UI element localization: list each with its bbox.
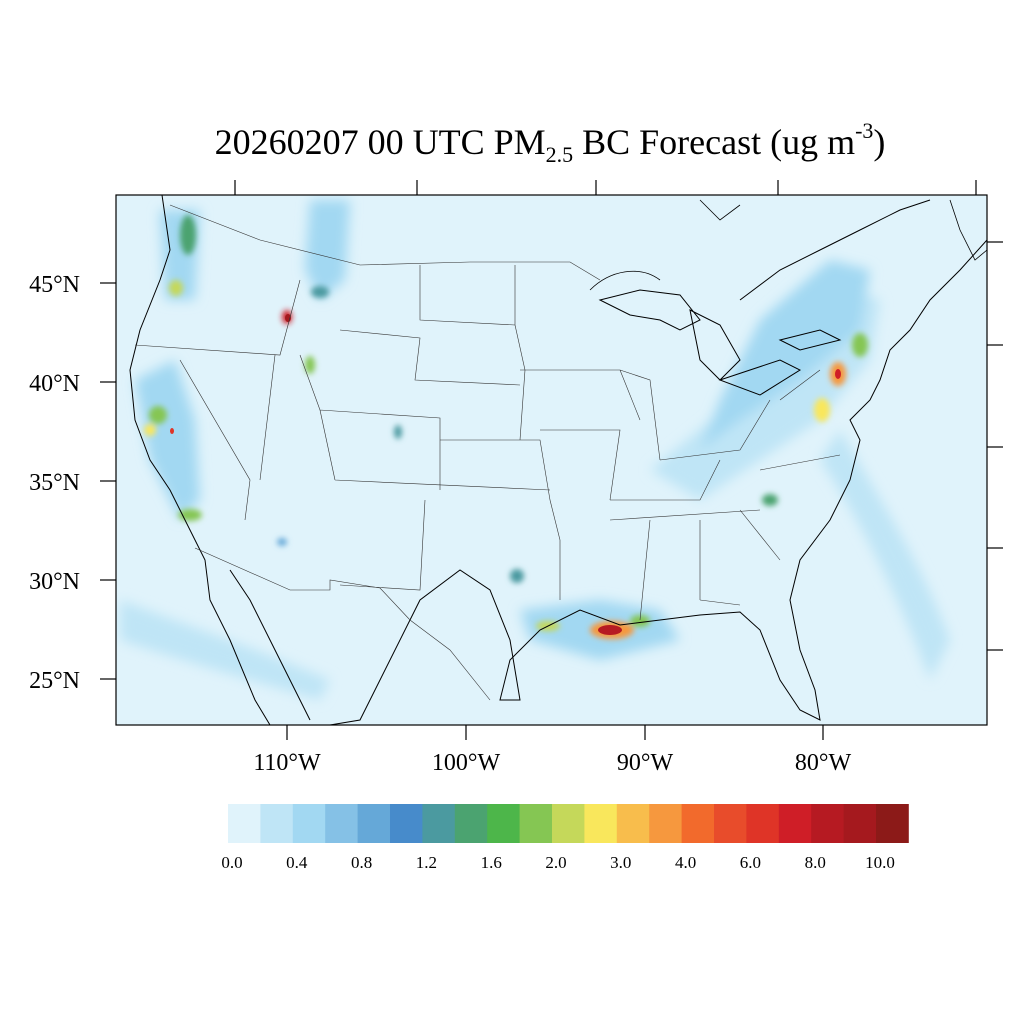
- lat-label-45: 45°N: [29, 272, 80, 298]
- colorbar-label: 3.0: [610, 853, 631, 872]
- colorbar-swatch-5: [390, 804, 423, 843]
- colorbar-label: 0.4: [286, 853, 308, 872]
- longitude-labels: 110°W 100°W 90°W 80°W: [253, 750, 851, 776]
- map-panel: 45°N 40°N 35°N 30°N 25°N 110°W 100°W 90°…: [29, 180, 1003, 776]
- us-canada-border: [169, 204, 601, 281]
- hotspot-new-orleans: [630, 615, 650, 627]
- northeast-plume: [700, 260, 870, 450]
- title-superscript: -3: [855, 118, 874, 143]
- colorbar-swatch-9: [519, 804, 553, 843]
- pacific-coastline: [129, 195, 271, 725]
- hotspot-dallas: [510, 569, 524, 583]
- colorbar-label: 6.0: [740, 853, 761, 872]
- colorbar-swatch-7: [454, 804, 488, 843]
- lat-label-40: 40°N: [29, 371, 80, 397]
- colorbar-swatch-8: [487, 804, 520, 843]
- hotspot-bay-area: [144, 424, 156, 436]
- hotspot-sacramento: [149, 406, 167, 424]
- atlantic-plume: [820, 430, 950, 680]
- colorbar-swatch-15: [714, 804, 747, 843]
- colorbar-swatch-0: [228, 804, 261, 843]
- hotspot-seattle: [180, 215, 196, 255]
- latitude-labels: 45°N 40°N 35°N 30°N 25°N: [29, 272, 80, 694]
- west-coast-plume: [135, 360, 200, 520]
- concentration-field: [120, 195, 987, 725]
- colorbar-label: 0.0: [221, 853, 242, 872]
- colorbar-swatch-10: [552, 804, 585, 843]
- colorbar-swatch-11: [584, 804, 618, 843]
- colorbar-swatch-2: [292, 804, 326, 843]
- colorbar-swatch-19: [843, 804, 877, 843]
- map-title: 20260207 00 UTC PM2.5 BC Forecast (ug m-…: [0, 118, 1024, 168]
- colorbar: 0.0 0.4 0.8 1.2 1.6 2.0 3.0 4.0 6.0 8.0 10.0: [221, 804, 909, 872]
- hotspot-boston: [852, 333, 868, 357]
- colorbar-label: 8.0: [805, 853, 826, 872]
- lon-label-100: 100°W: [432, 750, 501, 776]
- axis-ticks: [100, 180, 1003, 740]
- colorbar-swatch-1: [260, 804, 294, 843]
- lat-label-25: 25°N: [29, 668, 80, 694]
- great-lakes-outline: [598, 289, 842, 396]
- colorbar-label: 0.8: [351, 853, 372, 872]
- lat-label-35: 35°N: [29, 470, 80, 496]
- hotspot-billings: [311, 286, 329, 298]
- colorbar-swatch-17: [778, 804, 812, 843]
- lon-label-80: 80°W: [795, 750, 852, 776]
- colorbar-label: 1.2: [416, 853, 437, 872]
- colorbar-swatch-20: [876, 804, 909, 843]
- smooth-plumes: [120, 200, 950, 700]
- lon-label-90: 90°W: [617, 750, 674, 776]
- title-mid: BC Forecast (ug m: [573, 122, 856, 162]
- colorbar-label: 4.0: [675, 853, 696, 872]
- hotspot-portland: [169, 280, 183, 296]
- peak-bay-area: [170, 428, 174, 434]
- gulf-coastline: [329, 239, 987, 725]
- map-frame: [115, 194, 988, 726]
- colorbar-label: 1.6: [481, 853, 502, 872]
- colorbar-swatch-12: [616, 804, 650, 843]
- colorbar-swatch-3: [325, 804, 358, 843]
- colorbar-label: 2.0: [545, 853, 566, 872]
- hotspot-salt-lake: [305, 356, 315, 374]
- colorbar-swatch-4: [357, 804, 391, 843]
- lon-label-110: 110°W: [253, 750, 321, 776]
- title-main: 20260207 00 UTC PM: [214, 122, 546, 162]
- title-subscript: 2.5: [545, 142, 574, 167]
- gulf-plume: [120, 600, 330, 700]
- state-grid: [134, 265, 841, 621]
- montana-plume: [305, 200, 350, 300]
- peak-louisiana: [598, 625, 622, 635]
- colorbar-swatch-16: [746, 804, 780, 843]
- lat-label-30: 30°N: [29, 569, 80, 595]
- canada-border-east: [739, 199, 931, 301]
- hotspot-atlanta: [762, 494, 778, 506]
- us-mexico-border: [194, 547, 491, 701]
- colorbar-swatch-13: [649, 804, 682, 843]
- hotspot-philadelphia: [814, 398, 830, 422]
- hotspot-denver: [394, 425, 402, 439]
- state-borders: [134, 204, 841, 701]
- baja-coastline: [229, 569, 311, 721]
- coastlines: [129, 195, 987, 725]
- colorbar-swatch-18: [811, 804, 844, 843]
- title-end: ): [873, 122, 886, 162]
- colorbar-label: 10.0: [865, 853, 895, 872]
- hotspot-los-angeles: [178, 509, 202, 521]
- colorbar-swatch-14: [681, 804, 715, 843]
- hotspot-phoenix: [277, 538, 287, 546]
- peak-new-york: [835, 369, 841, 379]
- canada-outline: [589, 199, 987, 291]
- colorbar-swatch-6: [422, 804, 456, 843]
